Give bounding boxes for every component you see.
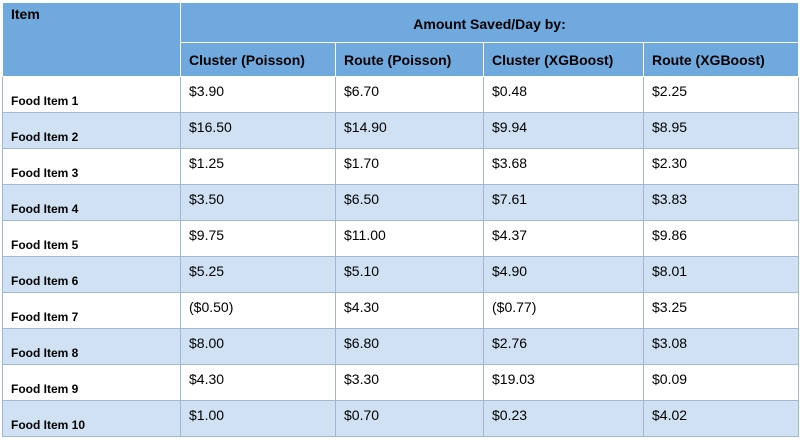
amount-cell: $8.00 [180, 328, 336, 365]
amount-cell: $8.01 [642, 256, 800, 293]
amount-cell: $3.50 [180, 184, 336, 221]
amount-cell: $0.70 [335, 400, 484, 437]
amount-cell: $4.30 [180, 364, 336, 401]
amount-cell: $2.30 [642, 148, 800, 185]
amount-cell: $9.86 [642, 220, 800, 257]
item-name-cell: Food Item 7 [2, 292, 181, 329]
item-name-cell: Food Item 3 [2, 148, 181, 185]
amount-cell: $5.10 [335, 256, 484, 293]
item-column-header: Item [2, 2, 181, 77]
table-row: Food Item 7 ($0.50) $4.30 ($0.77) $3.25 [2, 292, 800, 329]
column-header-cluster-poisson: Cluster (Poisson) [180, 42, 336, 77]
amount-cell: $14.90 [335, 112, 484, 149]
item-name-cell: Food Item 1 [2, 76, 181, 113]
item-name-cell: Food Item 10 [2, 400, 181, 437]
header-row-sub: Cluster (Poisson) Route (Poisson) Cluste… [3, 42, 800, 77]
amount-cell: $11.00 [335, 220, 484, 257]
amount-cell: $1.70 [335, 148, 484, 185]
amount-cell: $0.48 [483, 76, 644, 113]
amount-cell: $16.50 [180, 112, 336, 149]
amount-cell: $3.08 [642, 328, 800, 365]
amount-cell: $4.02 [642, 400, 800, 437]
table-row: Food Item 9 $4.30 $3.30 $19.03 $0.09 [2, 364, 800, 401]
amount-cell: $3.30 [335, 364, 484, 401]
amount-cell: $9.94 [483, 112, 644, 149]
amount-cell: $3.90 [180, 76, 336, 113]
column-header-route-xgboost: Route (XGBoost) [642, 42, 800, 77]
amount-cell: $8.95 [642, 112, 800, 149]
table-row: Food Item 5 $9.75 $11.00 $4.37 $9.86 [2, 220, 800, 257]
amount-cell: ($0.77) [483, 292, 644, 329]
item-name-cell: Food Item 2 [2, 112, 181, 149]
table-body: Food Item 1 $3.90 $6.70 $0.48 $2.25 Food Item… [2, 76, 800, 437]
amount-cell: $3.83 [642, 184, 800, 221]
savings-table: Item Amount Saved/Day by: Cluster (Poiss… [2, 2, 800, 437]
table-row: Food Item 1 $3.90 $6.70 $0.48 $2.25 [2, 76, 800, 113]
header-row-top: Item Amount Saved/Day by: [2, 2, 800, 77]
amount-cell: $0.09 [642, 364, 800, 401]
item-name-cell: Food Item 5 [2, 220, 181, 257]
amount-cell: ($0.50) [180, 292, 336, 329]
item-name-cell: Food Item 4 [2, 184, 181, 221]
table-row: Food Item 10 $1.00 $0.70 $0.23 $4.02 [2, 400, 800, 437]
table-row: Food Item 6 $5.25 $5.10 $4.90 $8.01 [2, 256, 800, 293]
amount-cell: $3.25 [642, 292, 800, 329]
amount-cell: $4.30 [335, 292, 484, 329]
column-header-cluster-xgboost: Cluster (XGBoost) [483, 42, 644, 77]
amount-cell: $4.37 [483, 220, 644, 257]
amount-cell: $1.00 [180, 400, 336, 437]
item-name-cell: Food Item 8 [2, 328, 181, 365]
amount-cell: $5.25 [180, 256, 336, 293]
table-row: Food Item 2 $16.50 $14.90 $9.94 $8.95 [2, 112, 800, 149]
amount-cell: $19.03 [483, 364, 644, 401]
column-header-route-poisson: Route (Poisson) [335, 42, 484, 77]
amount-cell: $6.80 [335, 328, 484, 365]
item-name-cell: Food Item 9 [2, 364, 181, 401]
amount-cell: $4.90 [483, 256, 644, 293]
item-name-cell: Food Item 6 [2, 256, 181, 293]
table-row: Food Item 8 $8.00 $6.80 $2.76 $3.08 [2, 328, 800, 365]
table-row: Food Item 4 $3.50 $6.50 $7.61 $3.83 [2, 184, 800, 221]
amount-cell: $7.61 [483, 184, 644, 221]
amount-cell: $9.75 [180, 220, 336, 257]
amount-cell: $2.25 [642, 76, 800, 113]
amount-cell: $0.23 [483, 400, 644, 437]
amount-cell: $6.70 [335, 76, 484, 113]
amount-cell: $3.68 [483, 148, 644, 185]
amount-saved-group-header: Amount Saved/Day by: [179, 2, 800, 43]
amount-cell: $2.76 [483, 328, 644, 365]
table-row: Food Item 3 $1.25 $1.70 $3.68 $2.30 [2, 148, 800, 185]
amount-cell: $6.50 [335, 184, 484, 221]
amount-cell: $1.25 [180, 148, 336, 185]
table-header: Item Amount Saved/Day by: Cluster (Poiss… [2, 2, 800, 77]
